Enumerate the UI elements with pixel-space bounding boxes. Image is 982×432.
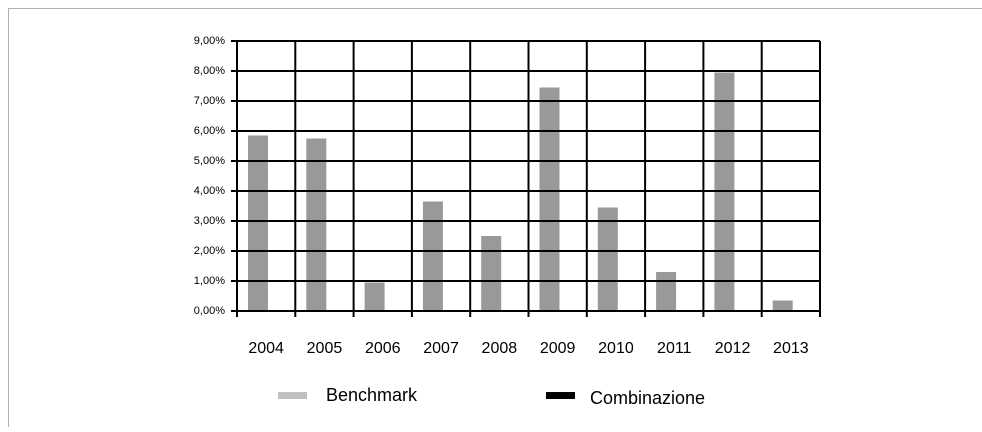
y-tick-label: 1,00%	[194, 275, 225, 287]
y-tick-label: 6,00%	[194, 125, 225, 137]
y-tick-label: 4,00%	[194, 185, 225, 197]
x-tick-label: 2013	[773, 340, 809, 357]
x-tick-label: 2006	[365, 340, 401, 357]
x-tick-label: 2004	[248, 340, 284, 357]
y-tick-label: 7,00%	[194, 95, 225, 107]
bar	[773, 301, 793, 312]
bar	[598, 208, 618, 312]
x-tick-label: 2005	[307, 340, 343, 357]
bar	[540, 88, 560, 312]
y-tick-label: 9,00%	[194, 35, 225, 47]
y-tick-label: 3,00%	[194, 215, 225, 227]
bar	[481, 236, 501, 311]
x-tick-label: 2008	[482, 340, 518, 357]
y-tick-label: 5,00%	[194, 155, 225, 167]
legend-label: Combinazione	[590, 388, 705, 408]
x-tick-label: 2011	[657, 340, 692, 357]
x-tick-label: 2007	[423, 340, 459, 357]
x-tick-label: 2012	[715, 340, 751, 357]
legend-swatch	[278, 392, 307, 399]
x-tick-label: 2009	[540, 340, 576, 357]
bar	[365, 283, 385, 312]
x-tick-label: 2010	[598, 340, 634, 357]
legend-label: Benchmark	[326, 385, 418, 405]
bar	[656, 272, 676, 311]
bar	[423, 202, 443, 312]
bar	[306, 139, 326, 312]
y-tick-label: 8,00%	[194, 65, 225, 77]
y-tick-label: 2,00%	[194, 245, 225, 257]
y-tick-label: 0,00%	[194, 305, 225, 317]
legend-swatch	[546, 392, 575, 399]
